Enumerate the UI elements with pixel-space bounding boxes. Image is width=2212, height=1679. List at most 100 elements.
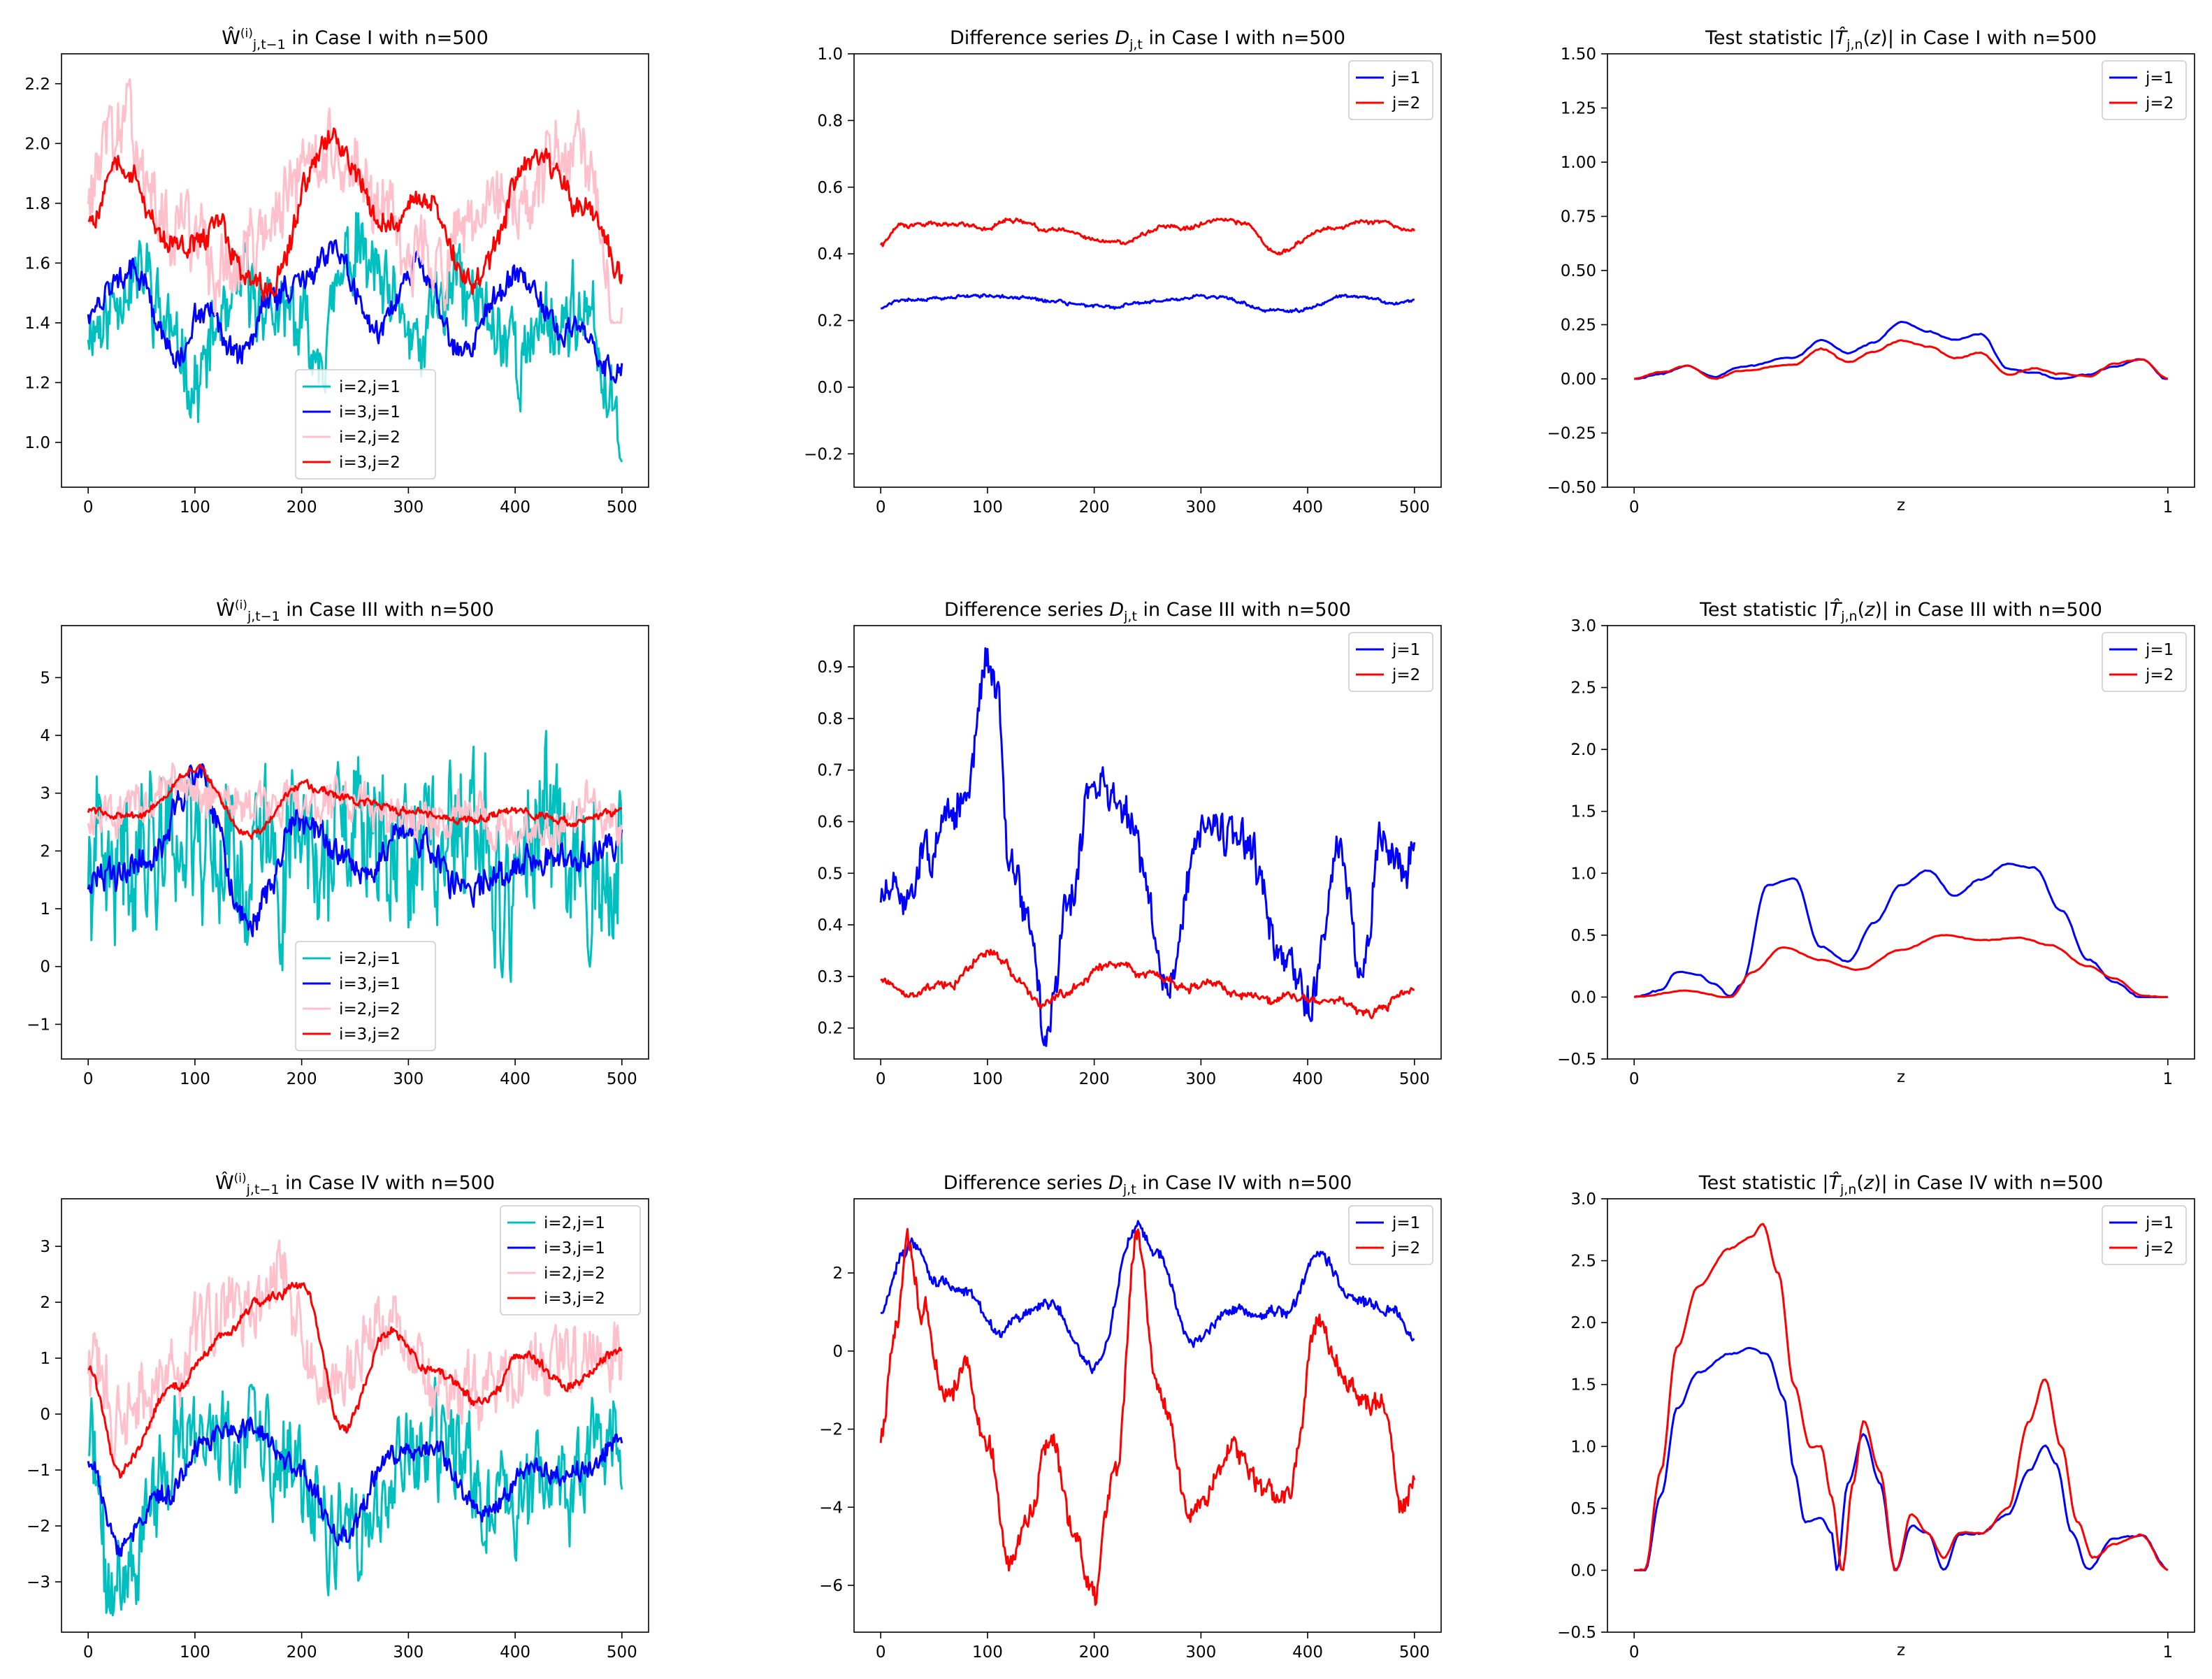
y-tick-label: −4 [819,1499,843,1517]
series-line-j-1 [881,293,1415,314]
y-tick-label: −0.50 [1547,479,1596,497]
chart-title: Ŵ(i)j,t−1 in Case III with n=500 [216,598,494,624]
x-tick-label: 400 [1292,498,1323,517]
series-line-i-2-j-2 [87,78,623,324]
y-tick-label: 0.7 [817,762,843,780]
legend-entry: i=3,j=1 [339,975,400,993]
x-tick-label: 500 [607,1070,637,1088]
y-tick-label: 0 [832,1343,843,1361]
y-tick-label: 0.4 [817,916,843,935]
chart-title-part: Ŵ [215,1172,234,1194]
x-tick-label: 100 [972,1643,1003,1662]
chart-title-part: (i) [240,27,253,41]
series-line-i-3-j-1 [87,763,623,937]
legend: i=2,j=1 i=3,j=1 i=2,j=2 i=3,j=2 [295,941,436,1051]
y-tick-label: 1.50 [1561,45,1596,64]
x-tick-label: 0 [83,498,94,517]
legend-entry: j=2 [2145,666,2174,684]
series-group [87,78,623,463]
legend-entry: j=2 [1391,666,1420,684]
y-tick-label: 0.8 [817,112,843,130]
x-tick-label: 1 [2162,1643,2173,1662]
chart-title-part: (i) [235,598,247,612]
x-tick-label: 0 [876,1643,886,1662]
x-tick-label: 500 [607,1643,637,1662]
x-tick-label: 0 [1629,1070,1640,1088]
series-line-i-2-j-1 [87,730,623,983]
series-line-i-3-j-2 [87,1281,623,1479]
chart-title: Difference series Dj,t in Case III with … [944,599,1351,624]
y-tick-label: 0.5 [1570,927,1596,945]
legend-frame [2102,632,2187,692]
series-line-j-2 [879,217,1416,256]
axes-frame [853,625,1442,1060]
series-line-i-3-j-1 [87,239,623,384]
x-tick-label: 0 [876,498,886,517]
y-tick-label: 0.75 [1561,208,1596,226]
y-tick-label: 1.25 [1561,100,1596,118]
legend-entry: i=2,j=1 [339,950,400,968]
legend-frame [295,369,436,480]
y-tick-label: 3.0 [1570,1190,1596,1209]
chart-panel-p00: 0 100 200 300 400 500 1.0 1.2 1.4 1.6 1.8 2.0 2.2 Ŵ(i… [24,27,649,517]
series-group [1634,1223,2169,1571]
series-line-j-1 [1634,1346,2169,1571]
y-tick-label: −2 [27,1518,50,1536]
chart-title-part: in Case I with n=500 [286,27,489,49]
chart-title-part: D [1109,599,1124,621]
x-tick-label: 200 [1079,1643,1110,1662]
y-tick-label: 1.2 [24,374,50,392]
legend: j=1j=2 [2102,60,2187,120]
chart-title-part: in Case III with n=500 [1137,599,1351,621]
y-tick-label: 1.0 [1570,865,1596,883]
chart-title-part: Test statistic | [1705,27,1835,49]
x-axis-label: z [1897,1641,1905,1659]
y-tick-label: −3 [27,1573,50,1592]
y-tick-label: 3.0 [1570,617,1596,635]
series-line-j-1 [880,1220,1415,1374]
series-line-i-3-j-1 [87,1416,623,1557]
chart-title-part: D [1115,27,1129,49]
legend-entry: j=1 [2145,641,2174,659]
chart-panel-p21: 0 100 200 300 400 500 −6 −4 −2 0 2 Difference serie… [819,1172,1442,1662]
legend: i=2,j=1 i=3,j=1 i=2,j=2 i=3,j=2 [500,1205,641,1316]
y-tick-label: 0.0 [1570,988,1596,1007]
y-tick-label: 0.8 [817,710,843,728]
y-tick-label: 0.2 [817,312,843,331]
axes-frame [853,1198,1442,1633]
chart-panel-p10: 0 100 200 300 400 500 −1 0 1 2 3 4 5 Ŵ(i)j,t−1 in Cas… [27,598,649,1088]
y-tick-label: 0.0 [1570,1562,1596,1580]
axes-frame [61,625,649,1060]
chart-title-part: j,n [1839,1182,1856,1197]
chart-title-part: Test statistic | [1699,599,1830,621]
x-tick-label: 100 [180,1643,210,1662]
y-tick-label: 0.9 [817,658,843,677]
x-axis-label: z [1897,496,1905,514]
y-tick-label: 0.3 [817,968,843,986]
y-tick-label: 0.25 [1561,317,1596,335]
chart-title-part: j,t−1 [246,1182,280,1197]
series-line-j-1 [879,647,1416,1047]
legend-entry: i=3,j=2 [544,1290,605,1308]
x-tick-label: 400 [1292,1643,1323,1662]
y-tick-label: −0.25 [1547,425,1596,443]
y-tick-label: 1.5 [1570,1376,1596,1395]
legend: j=1j=2 [2102,1205,2187,1265]
chart-title-part: j,t [1123,609,1137,624]
y-tick-label: 2.0 [1570,741,1596,759]
x-tick-label: 500 [1399,1643,1430,1662]
chart-title-part: D [1108,1172,1123,1194]
chart-title-part: Ŵ [222,27,240,49]
chart-title-part: T̂ [1835,27,1849,49]
x-tick-label: 100 [180,1070,210,1088]
chart-title-part: ( [1858,599,1865,621]
series-group [87,1239,623,1617]
series-line-j-2 [880,949,1415,1020]
y-tick-label: 2.5 [1570,679,1596,698]
y-tick-label: 0.5 [817,865,843,883]
y-tick-label: 1.8 [24,195,50,213]
axes-frame [1607,625,2195,1060]
x-tick-label: 200 [287,1643,317,1662]
y-tick-label: 0.00 [1561,370,1596,389]
